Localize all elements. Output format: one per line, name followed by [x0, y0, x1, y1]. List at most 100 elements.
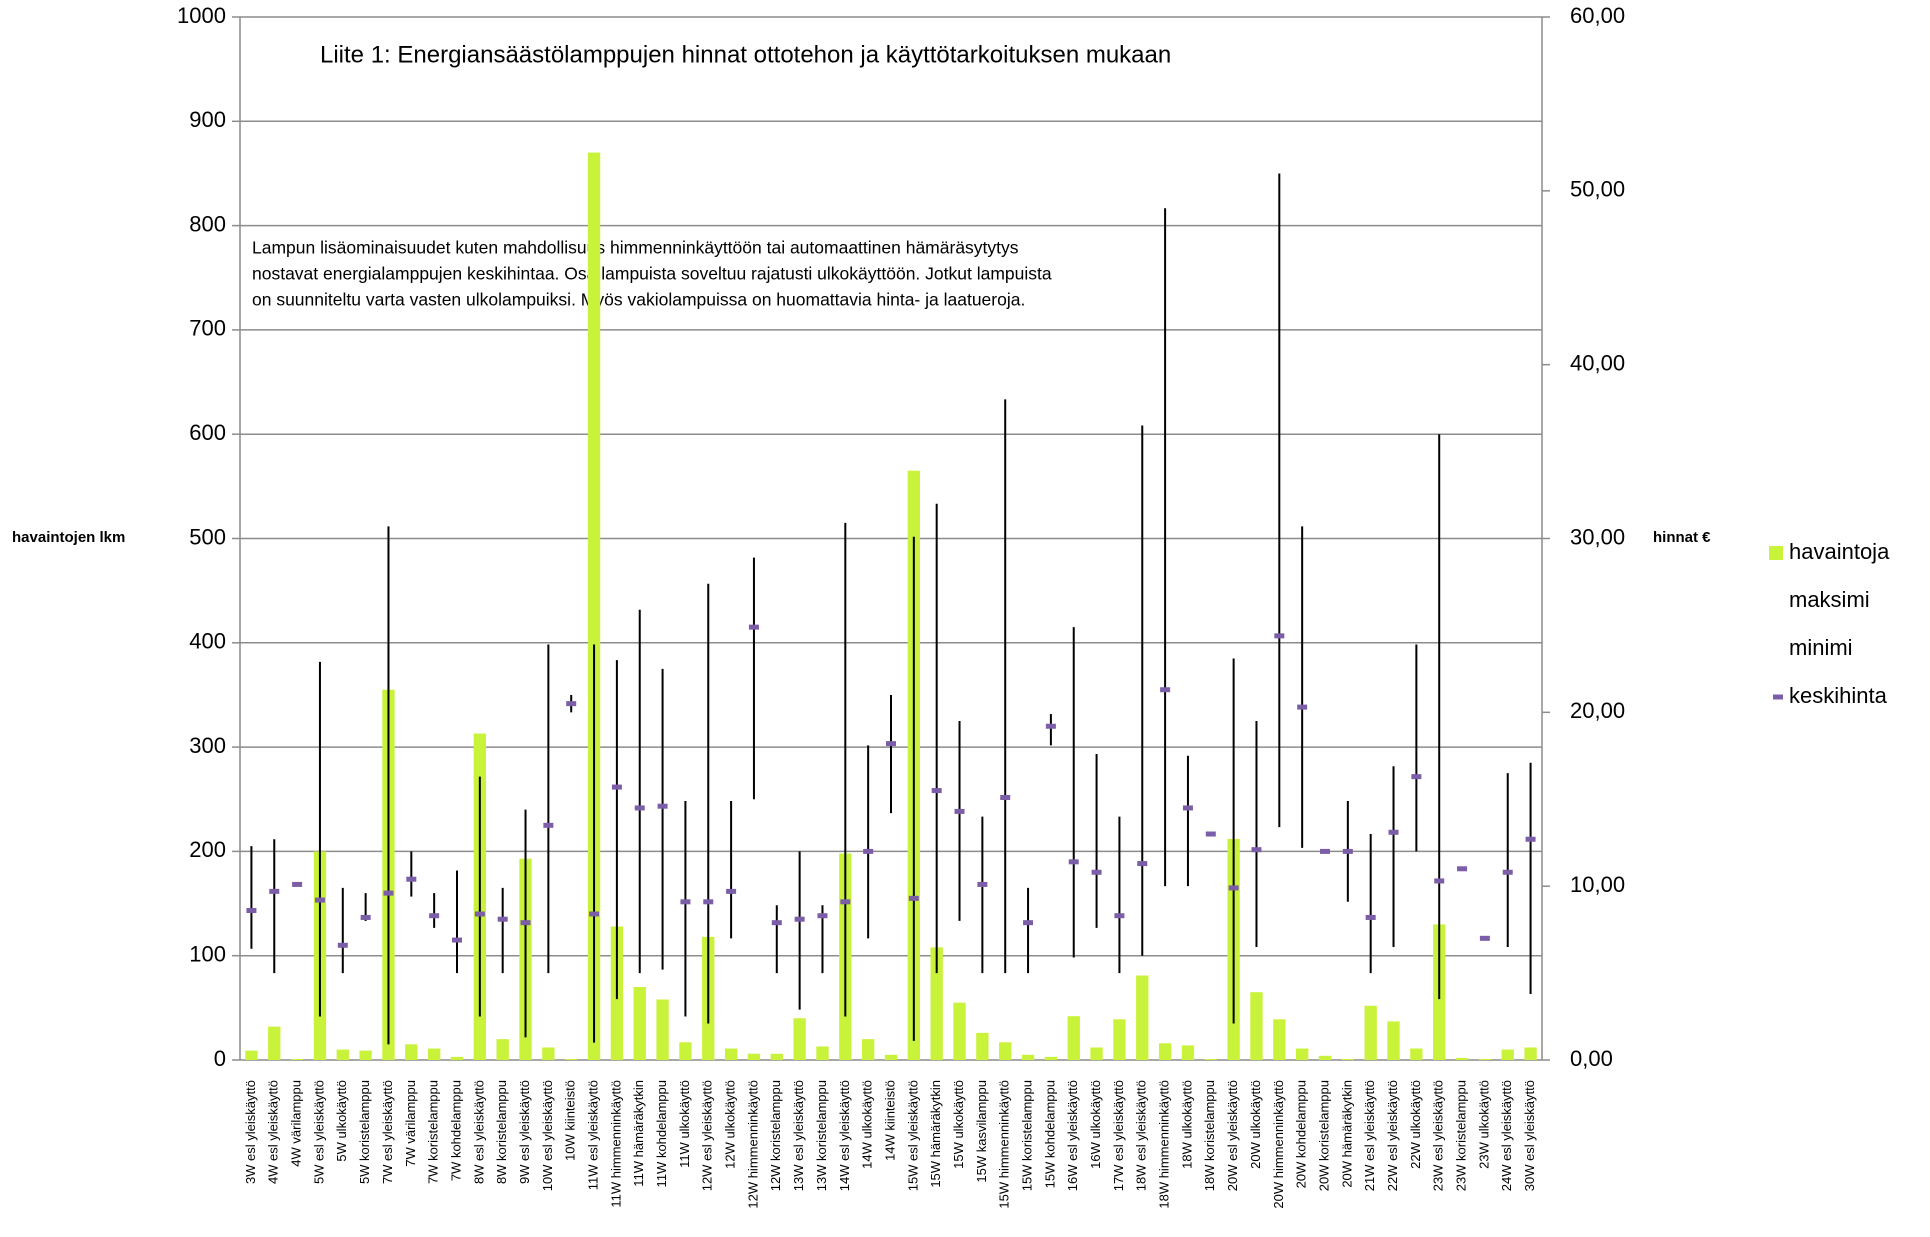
x-tick-label: 12W ulkokäyttö	[723, 1080, 738, 1169]
bar	[1410, 1048, 1423, 1060]
x-tick-label: 9W esl yleiskäyttö	[517, 1080, 532, 1184]
mean-marker	[634, 805, 645, 811]
annotation: nostavat energialamppujen keskihintaa. O…	[252, 264, 1052, 284]
bar	[1067, 1016, 1080, 1060]
bar	[1524, 1047, 1537, 1060]
mean-marker	[680, 899, 691, 905]
bar	[1501, 1049, 1514, 1060]
x-tick-label: 16W esl yleiskäyttö	[1065, 1080, 1080, 1191]
x-tick-label: 15W kohdelamppu	[1042, 1080, 1057, 1188]
x-tick-label: 5W koristelamppu	[357, 1080, 372, 1184]
y2-tick-label: 10,00	[1570, 872, 1625, 897]
y-tick-label: 600	[189, 420, 226, 445]
y-tick-label: 1000	[177, 3, 226, 28]
bar	[359, 1050, 372, 1060]
y-tick-label: 0	[214, 1046, 226, 1071]
mean-marker	[1182, 805, 1193, 811]
mean-marker	[1251, 847, 1262, 853]
x-tick-label: 15W hämäräkytkin	[928, 1080, 943, 1188]
x-tick-label: 10W esl yleiskäyttö	[540, 1080, 555, 1191]
mean-marker	[1502, 869, 1513, 875]
x-tick-label: 14W esl yleiskäyttö	[837, 1080, 852, 1191]
mean-marker	[474, 911, 485, 917]
bar	[1158, 1043, 1172, 1060]
mean-marker	[726, 888, 737, 894]
legend-swatch	[1773, 694, 1783, 700]
y2-tick-label: 50,00	[1570, 177, 1625, 202]
x-tick-label: 15W kasvilamppu	[974, 1080, 989, 1183]
bar	[1021, 1054, 1035, 1060]
bar	[793, 1018, 806, 1060]
mean-marker	[1479, 935, 1490, 941]
mean-marker	[452, 937, 462, 943]
y2-tick-label: 60,00	[1570, 3, 1625, 28]
bar	[1318, 1055, 1332, 1060]
x-tick-label: 8W esl yleiskäyttö	[471, 1080, 486, 1184]
bar	[1090, 1047, 1103, 1060]
y-tick-label: 300	[189, 733, 226, 758]
x-tick-label: 11W kohdelamppu	[654, 1080, 669, 1187]
mean-marker	[1045, 723, 1056, 729]
bar	[999, 1042, 1012, 1060]
mean-marker	[931, 788, 942, 794]
y-tick-label: 100	[189, 942, 226, 967]
mean-marker	[886, 741, 896, 747]
x-tick-label: 15W himmenninkäyttö	[997, 1080, 1012, 1209]
mean-marker	[314, 897, 325, 903]
x-tick-label: 12W himmenninkäyttö	[745, 1080, 760, 1209]
mean-marker	[246, 908, 257, 914]
mean-marker	[611, 784, 622, 790]
mean-marker	[269, 888, 280, 894]
bar	[633, 986, 646, 1060]
mean-marker	[1274, 633, 1285, 639]
bar	[656, 999, 669, 1060]
mean-marker	[1205, 831, 1216, 837]
mean-marker	[383, 890, 394, 896]
y-tick-label: 500	[189, 524, 226, 549]
mean-marker	[543, 822, 554, 828]
mean-marker	[406, 876, 417, 882]
y-tick-label: 900	[189, 107, 226, 132]
y2-tick-label: 0,00	[1570, 1046, 1613, 1071]
bar	[1478, 1058, 1492, 1060]
bar	[496, 1039, 509, 1060]
x-tick-label: 20W himmenninkäyttö	[1271, 1080, 1286, 1209]
mean-marker	[977, 881, 988, 887]
bar	[405, 1044, 418, 1060]
x-tick-label: 7W värilamppu	[403, 1080, 418, 1167]
x-tick-label: 20W esl yleiskäyttö	[1225, 1080, 1240, 1191]
bar	[884, 1054, 898, 1060]
x-tick-label: 11W hämäräkytkin	[631, 1080, 646, 1187]
y-tick-label: 800	[189, 211, 226, 236]
mean-marker	[1434, 878, 1445, 884]
x-tick-label: 12W esl yleiskäyttö	[700, 1080, 715, 1191]
x-tick-label: 11W himmenninkäyttö	[608, 1080, 623, 1208]
bar	[861, 1039, 875, 1060]
bar	[1364, 1005, 1377, 1060]
y2-axis-label: hinnat €	[1653, 529, 1711, 546]
bar	[747, 1053, 761, 1060]
x-tick-label: 8W koristelamppu	[494, 1080, 509, 1184]
mean-marker	[1137, 861, 1148, 867]
bar	[245, 1050, 258, 1060]
bar	[1455, 1057, 1469, 1060]
mean-marker	[817, 913, 828, 919]
mean-marker	[863, 848, 874, 854]
bar	[724, 1048, 738, 1060]
annotation: Lampun lisäominaisuudet kuten mahdollisu…	[252, 238, 1019, 258]
x-tick-label: 15W esl yleiskäyttö	[905, 1080, 920, 1191]
y2-tick-label: 40,00	[1570, 350, 1625, 375]
mean-marker	[429, 913, 440, 919]
x-tick-label: 4W esl yleiskäyttö	[266, 1080, 281, 1184]
bar	[1295, 1048, 1309, 1060]
mean-marker	[1457, 866, 1468, 872]
y2-tick-label: 20,00	[1570, 698, 1625, 723]
bar	[542, 1047, 555, 1060]
x-tick-label: 20W hämäräkytkin	[1339, 1080, 1354, 1188]
mean-marker	[1023, 920, 1034, 926]
bar	[565, 1058, 578, 1060]
x-tick-label: 24W esl yleiskäyttö	[1499, 1080, 1514, 1191]
bar	[679, 1042, 692, 1060]
x-tick-label: 14W kiinteistö	[882, 1080, 897, 1161]
y-tick-label: 200	[189, 837, 226, 862]
